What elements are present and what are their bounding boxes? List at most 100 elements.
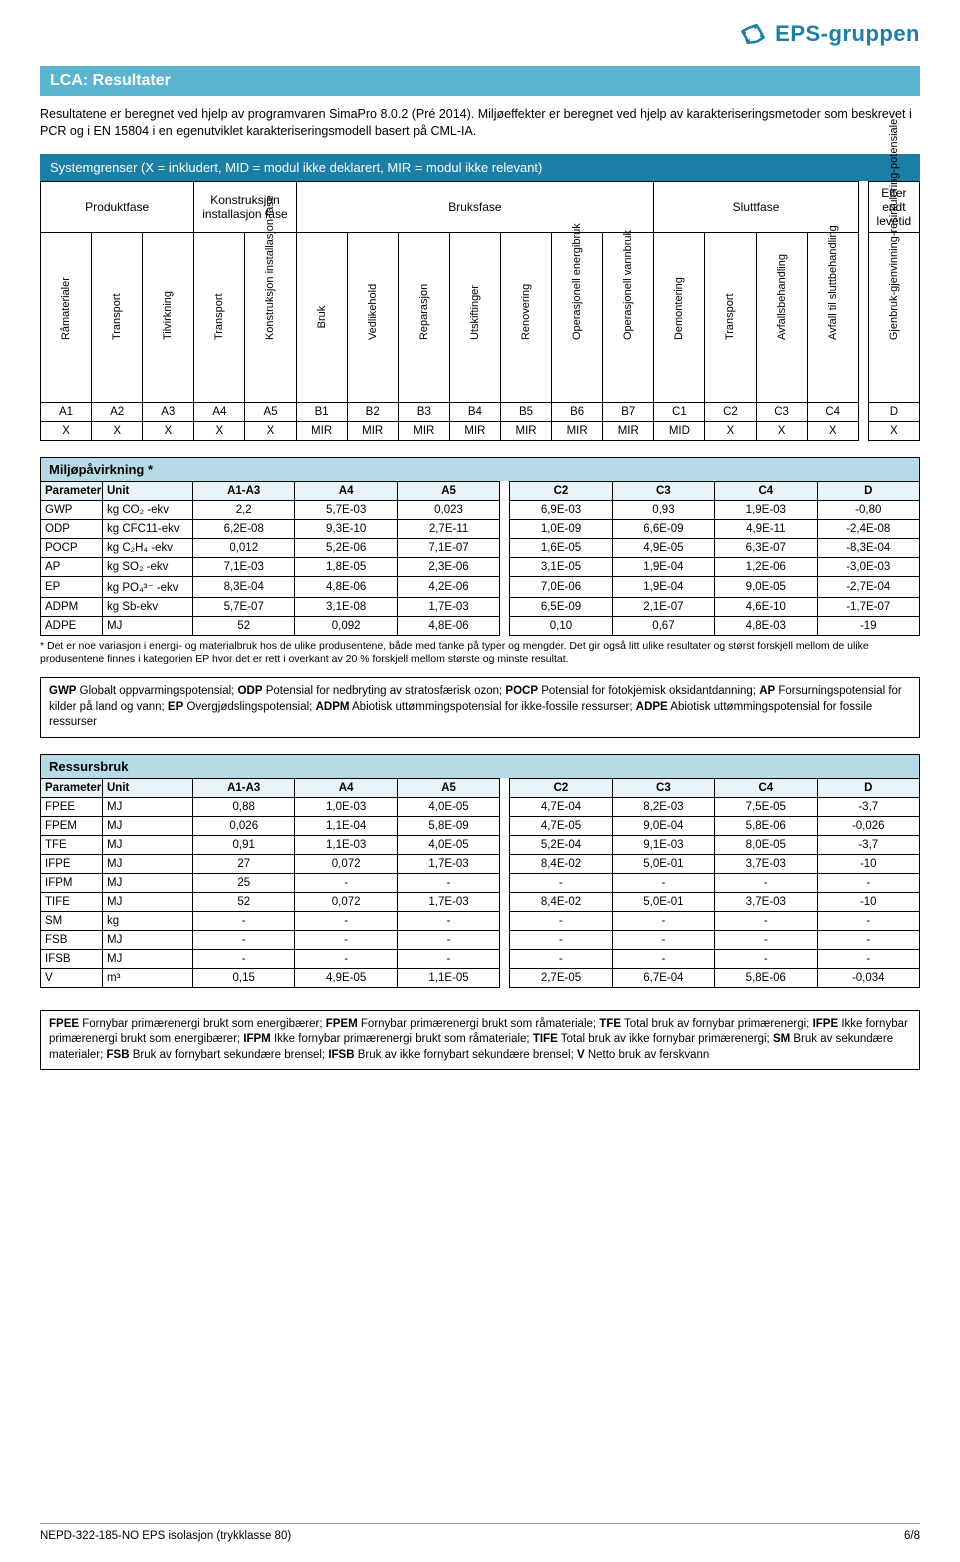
table-cell: 8,3E-04 — [193, 576, 295, 597]
table-cell: MJ — [103, 835, 193, 854]
table-cell: ADPM — [41, 597, 103, 616]
table-col-header: C3 — [612, 481, 714, 500]
table-cell: 0,026 — [193, 816, 295, 835]
table-row: IFPMMJ25------ — [41, 873, 920, 892]
table-cell: kg SO₂ -ekv — [103, 557, 193, 576]
table-cell: -3,7 — [817, 835, 919, 854]
page-footer: NEPD-322-185-NO EPS isolasjon (trykklass… — [40, 1523, 920, 1542]
table-cell: 1,9E-04 — [612, 576, 714, 597]
table-cell: 9,3E-10 — [295, 519, 397, 538]
header-logo-row: EPS-gruppen — [40, 20, 920, 51]
sys-code-cell: B3 — [398, 402, 449, 421]
sys-value-cell: MIR — [449, 421, 500, 440]
table-col-header: C4 — [715, 778, 817, 797]
table-cell: kg C₂H₄ -ekv — [103, 538, 193, 557]
table-cell: IFSB — [41, 949, 103, 968]
table-cell: - — [612, 873, 714, 892]
table-cell: 1,2E-06 — [715, 557, 817, 576]
table-cell: 4,6E-10 — [715, 597, 817, 616]
table-col-header: C4 — [715, 481, 817, 500]
table-cell: 1,9E-04 — [612, 557, 714, 576]
table-cell: - — [193, 949, 295, 968]
table-cell: 0,67 — [612, 616, 714, 635]
table-cell: - — [295, 873, 397, 892]
table-cell: 1,7E-03 — [397, 892, 499, 911]
table-cell: - — [510, 911, 612, 930]
table-cell: - — [817, 949, 919, 968]
table-cell: 1,0E-09 — [510, 519, 612, 538]
table-cell: MJ — [103, 873, 193, 892]
sys-value-cell: MIR — [296, 421, 347, 440]
table-cell: 4,9E-05 — [612, 538, 714, 557]
table-cell: - — [397, 911, 499, 930]
table-cell: 52 — [193, 892, 295, 911]
resource-title: Ressursbruk — [40, 754, 920, 778]
sys-vert-cell: Bruk — [296, 232, 347, 402]
brand-text: EPS-gruppen — [775, 21, 920, 47]
table-cell: 0,93 — [612, 500, 714, 519]
table-cell: 3,1E-05 — [510, 557, 612, 576]
table-cell: 6,5E-09 — [510, 597, 612, 616]
sys-code-cell: A3 — [143, 402, 194, 421]
resource-glossary: FPEE Fornybar primærenergi brukt som ene… — [40, 1010, 920, 1071]
table-col-header: C3 — [612, 778, 714, 797]
table-cell: 0,10 — [510, 616, 612, 635]
sys-vert-cell: Reparasjon — [398, 232, 449, 402]
table-cell: MJ — [103, 854, 193, 873]
table-cell: 0,91 — [193, 835, 295, 854]
table-col-header: C2 — [510, 778, 612, 797]
table-cell: MJ — [103, 797, 193, 816]
sys-vert-cell: Operasjonell energibruk — [552, 232, 603, 402]
table-cell: - — [295, 911, 397, 930]
table-cell: - — [193, 911, 295, 930]
sys-code-cell: D — [868, 402, 919, 421]
table-cell: 27 — [193, 854, 295, 873]
table-cell: 2,2 — [193, 500, 295, 519]
footer-doc-id: NEPD-322-185-NO EPS isolasjon (trykklass… — [40, 1530, 291, 1542]
table-cell: ODP — [41, 519, 103, 538]
table-cell: 4,9E-05 — [295, 968, 397, 987]
table-cell: kg CFC11-ekv — [103, 519, 193, 538]
brand-logo: EPS-gruppen — [739, 20, 920, 48]
sys-vert-cell: Råmaterialer — [41, 232, 92, 402]
table-col-header: A1-A3 — [193, 778, 295, 797]
table-cell: kg PO₄³⁻ -ekv — [103, 576, 193, 597]
table-cell: - — [715, 873, 817, 892]
table-cell: 0,023 — [397, 500, 499, 519]
table-row: FPEEMJ0,881,0E-034,0E-054,7E-048,2E-037,… — [41, 797, 920, 816]
table-row: Vm³0,154,9E-051,1E-052,7E-056,7E-045,8E-… — [41, 968, 920, 987]
table-cell: -2,7E-04 — [817, 576, 919, 597]
table-row: ODPkg CFC11-ekv6,2E-089,3E-102,7E-111,0E… — [41, 519, 920, 538]
phase-use: Bruksfase — [296, 181, 654, 232]
table-cell: kg CO₂ -ekv — [103, 500, 193, 519]
sys-code-cell: C3 — [756, 402, 807, 421]
table-cell: FSB — [41, 930, 103, 949]
sys-vert-cell: Transport — [705, 232, 756, 402]
sys-vert-cell: Operasjonell vannbruk — [603, 232, 654, 402]
sys-vert-cell: Renovering — [500, 232, 551, 402]
table-cell: - — [295, 930, 397, 949]
sys-value-cell: X — [756, 421, 807, 440]
table-cell: - — [510, 873, 612, 892]
table-cell: 4,8E-06 — [295, 576, 397, 597]
table-cell: 1,1E-04 — [295, 816, 397, 835]
sys-code-cell: B5 — [500, 402, 551, 421]
table-cell: - — [510, 949, 612, 968]
table-row: ADPMkg Sb-ekv5,7E-073,1E-081,7E-036,5E-0… — [41, 597, 920, 616]
table-col-header: A1-A3 — [193, 481, 295, 500]
table-cell: - — [715, 911, 817, 930]
table-cell: 8,4E-02 — [510, 854, 612, 873]
sys-value-cell: X — [705, 421, 756, 440]
table-cell: FPEE — [41, 797, 103, 816]
table-cell: 25 — [193, 873, 295, 892]
table-cell: 1,0E-03 — [295, 797, 397, 816]
table-cell: AP — [41, 557, 103, 576]
table-cell: 2,7E-11 — [397, 519, 499, 538]
table-cell: FPEM — [41, 816, 103, 835]
table-col-header: D — [817, 778, 919, 797]
sys-code-cell: B1 — [296, 402, 347, 421]
impact-footnote: * Det er noe variasjon i energi- og mate… — [40, 640, 920, 667]
table-cell: - — [193, 930, 295, 949]
phase-product: Produktfase — [41, 181, 194, 232]
impact-glossary: GWP Globalt oppvarmingspotensial; ODP Po… — [40, 677, 920, 738]
